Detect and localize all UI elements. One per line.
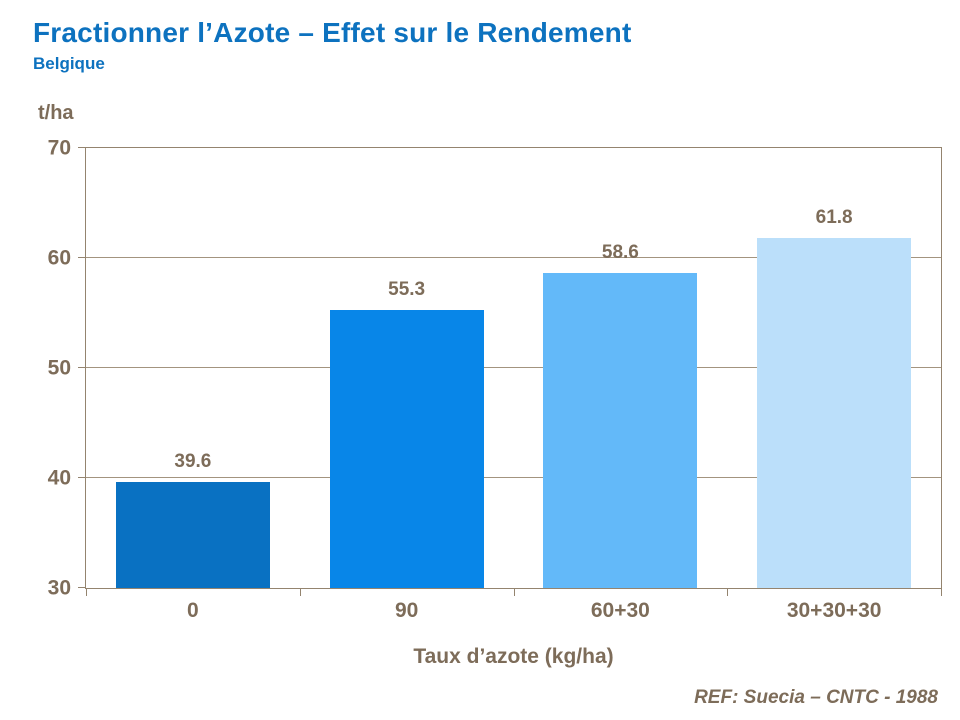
bar: [115, 482, 270, 588]
gridline: [86, 477, 941, 478]
page-title: Fractionner l’Azote – Effet sur le Rende…: [33, 17, 632, 48]
x-tick-mark: [941, 588, 942, 596]
gridline: [86, 367, 941, 368]
gridline: [86, 257, 941, 258]
plot-area: 30 40 50 60 70 39.6 0 55.3 90 58.6 60+30 61.8 30+30+…: [48, 138, 942, 622]
y-tick-mark: [78, 587, 86, 588]
y-tick-label: 30: [47, 576, 71, 600]
bar-value-label: 39.6: [174, 451, 212, 473]
page-subtitle: Belgique: [33, 54, 105, 73]
y-tick-label: 40: [47, 466, 71, 490]
bar: [757, 238, 912, 588]
x-tick-label: 0: [187, 599, 199, 622]
reference-text: REF: Suecia – CNTC - 1988: [694, 687, 938, 708]
y-tick-mark: [78, 367, 86, 368]
x-tick-label: 90: [394, 599, 419, 622]
bar: [329, 309, 484, 588]
y-axis-title: t/ha: [38, 102, 74, 124]
bar-value-label: 58.6: [601, 242, 639, 264]
y-tick-mark: [78, 257, 86, 258]
x-tick-mark: [727, 588, 729, 596]
x-tick-label: 60+30: [590, 599, 650, 622]
y-tick-mark: [78, 477, 86, 478]
bar-value-label: 55.3: [388, 278, 426, 300]
y-tick-label: 70: [47, 136, 71, 160]
x-tick-mark: [513, 588, 515, 596]
bar: [543, 273, 698, 588]
x-tick-mark: [86, 588, 87, 596]
y-tick-mark: [78, 147, 86, 148]
x-tick-mark: [299, 588, 301, 596]
y-tick-label: 50: [47, 356, 71, 380]
bar-value-label: 61.8: [815, 207, 853, 229]
y-tick-label: 60: [47, 246, 71, 270]
x-axis-title: Taux d’azote (kg/ha): [413, 645, 614, 668]
x-tick-label: 30+30+30: [786, 599, 882, 622]
